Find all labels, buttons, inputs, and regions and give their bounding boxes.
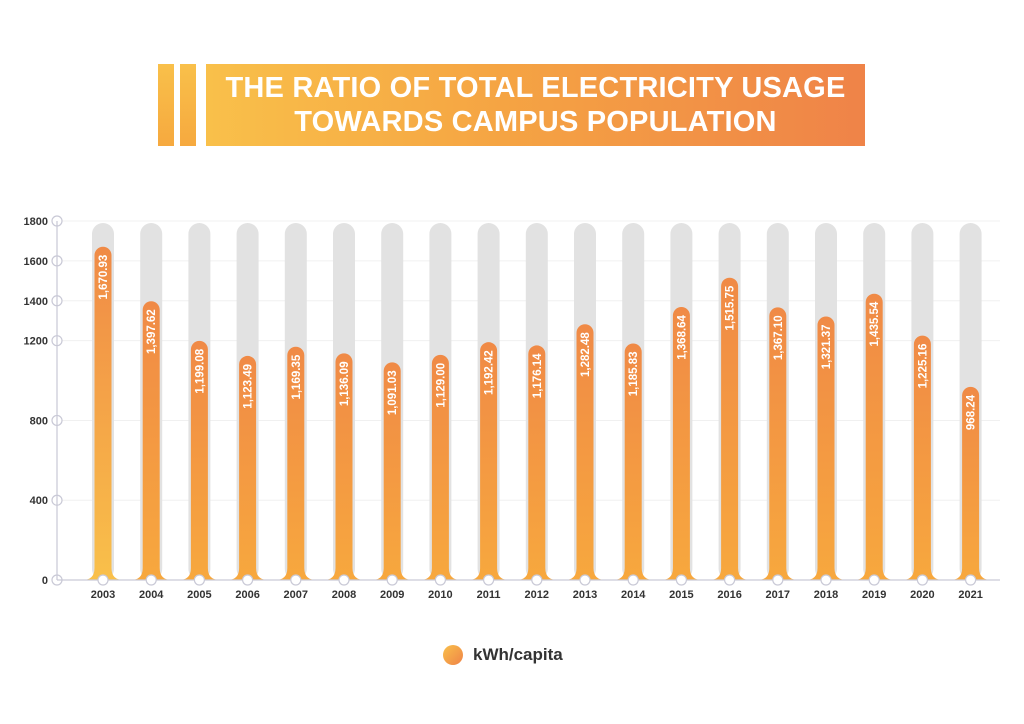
legend-label: kWh/capita [473,645,563,664]
x-tick-label: 2020 [910,589,934,601]
x-tick-label: 2009 [380,589,404,601]
x-tick-label: 2006 [235,589,259,601]
x-tick-marker [627,574,639,586]
x-tick-marker [531,574,543,586]
y-tick-label: 1200 [24,336,48,348]
data-label: 1,515.75 [725,285,737,330]
x-tick-label: 2014 [621,589,646,601]
x-tick-label: 2008 [332,589,356,601]
bar [564,324,606,580]
x-tick-marker [483,574,495,586]
x-tick-marker [97,574,109,586]
y-tick-label: 1400 [24,296,48,308]
bar [130,301,172,580]
data-label: 1,185.83 [628,351,640,396]
bar [419,354,461,580]
x-tick-marker [916,574,929,586]
bar [468,342,510,580]
x-tick-label: 2021 [958,589,982,601]
bar [805,316,847,580]
x-tick-marker [772,574,784,586]
x-tick-label: 2013 [573,589,597,601]
x-tick-marker [193,574,205,586]
bar [901,335,943,580]
x-tick-marker [723,574,736,586]
bar [709,277,751,580]
x-tick-label: 2012 [525,589,549,601]
x-tick-label: 2004 [139,589,164,601]
data-label: 1,368.64 [676,314,688,359]
x-tick-label: 2018 [814,589,838,601]
x-tick-marker [242,574,254,586]
data-label: 1,670.93 [98,255,110,300]
data-label: 1,123.49 [243,364,255,409]
x-tick-label: 2019 [862,589,886,601]
data-label: 1,199.08 [194,348,206,393]
chart-title: THE RATIO OF TOTAL ELECTRICITY USAGE TOW… [206,64,865,146]
legend-swatch [443,645,463,665]
bar [178,340,220,580]
data-label: 1,367.10 [773,315,785,360]
y-tick-label: 0 [42,575,48,587]
data-label: 1,136.09 [339,361,351,406]
x-tick-label: 2011 [477,589,501,601]
bar [371,362,413,580]
x-tick-marker [145,574,157,586]
bar [853,293,895,580]
data-label: 968.24 [966,394,978,430]
chart-title-line-2: TOWARDS CAMPUS POPULATION [294,106,777,138]
legend: kWh/capita [443,645,563,665]
data-label: 1,091.03 [387,370,399,415]
y-tick-label: 1600 [24,256,48,268]
x-tick-label: 2016 [717,589,741,601]
data-label: 1,321.37 [821,324,833,369]
x-tick-label: 2015 [669,589,693,601]
x-tick-marker [386,574,398,586]
chart-title-line-1: THE RATIO OF TOTAL ELECTRICITY USAGE [225,72,846,104]
bar [323,353,365,580]
data-label: 1,169.35 [291,354,303,399]
bar [612,343,654,580]
bar [950,386,992,580]
data-label: 1,176.14 [532,353,544,398]
bar [275,346,317,580]
x-tick-marker [434,574,446,586]
data-label: 1,225.16 [917,344,929,389]
bar [757,307,799,580]
title-accent-bar [158,64,174,146]
data-label: 1,435.54 [869,301,881,346]
bar [82,246,124,580]
x-tick-marker [579,574,591,586]
data-label: 1,282.48 [580,332,592,377]
y-tick-label: 1800 [24,216,48,228]
x-tick-label: 2005 [187,589,211,601]
bar [227,355,269,580]
y-tick-label: 800 [30,415,48,427]
chart-title-banner: THE RATIO OF TOTAL ELECTRICITY USAGE TOW… [158,64,865,146]
x-tick-label: 2017 [766,589,790,601]
x-tick-label: 2010 [428,589,452,601]
x-tick-label: 2007 [284,589,308,601]
x-tick-marker [675,574,688,586]
x-tick-label: 2003 [91,589,115,601]
bar [660,307,702,580]
x-tick-marker [820,574,832,586]
y-tick-label: 400 [30,495,48,507]
title-accent-bar [180,64,196,146]
data-label: 1,129.00 [435,363,447,408]
data-label: 1,397.62 [146,309,158,354]
data-label: 1,192.42 [484,350,496,395]
x-tick-marker [290,574,302,586]
x-tick-marker [868,574,880,586]
x-tick-marker [964,574,977,586]
bar [516,345,558,580]
x-tick-marker [338,574,350,586]
